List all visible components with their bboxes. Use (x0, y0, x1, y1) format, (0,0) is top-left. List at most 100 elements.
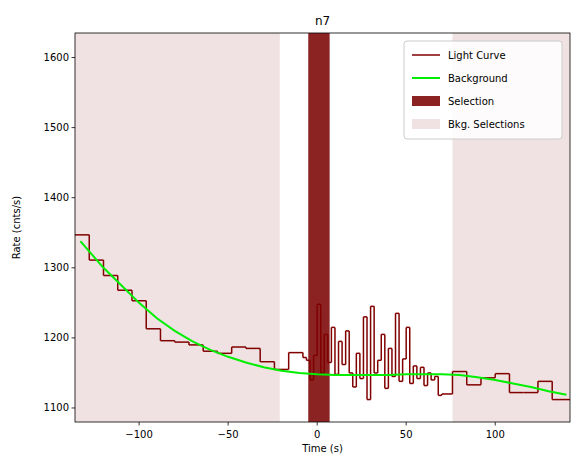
step-riser (480, 378, 482, 385)
step-riser (274, 362, 276, 370)
x-tick (139, 422, 140, 426)
legend-swatch (412, 77, 440, 79)
chart: −100 −50 0 50 100 1100 1200 1300 1400 1500 1600 n7 T… (0, 0, 580, 455)
step-riser (437, 376, 439, 395)
y-tick-label: 1400 (44, 192, 69, 203)
step-riser (423, 367, 425, 385)
step-segment (289, 352, 303, 354)
x-tick-label: −100 (125, 429, 152, 440)
step-segment (246, 348, 260, 350)
legend-swatch (412, 119, 440, 129)
x-tick-label: 50 (400, 429, 413, 440)
step-riser (370, 306, 372, 399)
legend-swatch (412, 54, 440, 56)
legend-box (404, 41, 562, 139)
step-segment (538, 381, 552, 383)
step-riser (338, 341, 340, 374)
legend-label: Light Curve (448, 50, 506, 61)
x-tick (495, 422, 496, 426)
step-segment (160, 340, 174, 342)
step-segment (438, 395, 442, 397)
step-riser (309, 360, 311, 380)
y-tick (72, 337, 76, 338)
step-riser (288, 353, 290, 370)
y-tick (72, 407, 76, 408)
step-riser (327, 334, 329, 362)
y-axis-label: Rate (cnts/s) (11, 196, 22, 260)
step-riser (537, 381, 539, 392)
step-riser (384, 334, 386, 388)
step-riser (405, 327, 407, 359)
selection-span (308, 33, 329, 422)
step-riser (331, 327, 333, 362)
step-riser (391, 348, 393, 376)
y-tick (72, 267, 76, 268)
step-segment (552, 399, 570, 401)
step-riser (420, 367, 422, 378)
step-segment (524, 392, 538, 394)
x-tick-label: 100 (486, 429, 505, 440)
step-segment (260, 361, 274, 363)
legend-label: Bkg. Selections (448, 119, 525, 130)
y-tick (72, 197, 76, 198)
step-riser (416, 366, 418, 379)
step-riser (341, 341, 343, 364)
y-tick (72, 127, 76, 128)
step-riser (313, 355, 315, 380)
step-riser (373, 306, 375, 373)
step-segment (232, 346, 246, 348)
step-segment (467, 384, 481, 386)
step-riser (551, 381, 553, 399)
step-segment (452, 371, 466, 373)
y-tick-label: 1200 (44, 332, 69, 343)
step-riser (466, 372, 468, 385)
step-riser (145, 301, 147, 329)
title: n7 (315, 14, 330, 28)
step-riser (381, 334, 383, 360)
step-riser (402, 359, 404, 381)
x-axis-label: Time (s) (301, 443, 343, 454)
step-segment (75, 234, 89, 236)
step-riser (324, 334, 326, 373)
step-riser (320, 304, 322, 373)
x-tick-label: 0 (314, 429, 320, 440)
y-tick-label: 1500 (44, 122, 69, 133)
step-riser (88, 235, 90, 260)
step-riser (259, 348, 261, 361)
x-tick (228, 422, 229, 426)
background-line (80, 241, 566, 394)
step-segment (132, 300, 146, 302)
step-riser (363, 317, 365, 379)
x-tick (317, 422, 318, 426)
step-riser (377, 360, 379, 373)
y-tick-label: 1100 (44, 402, 69, 413)
step-segment (175, 341, 189, 343)
x-tick (406, 422, 407, 426)
step-segment (442, 393, 453, 395)
step-riser (231, 347, 233, 353)
step-riser (348, 331, 350, 373)
legend-label: Selection (448, 96, 494, 107)
y-tick (72, 57, 76, 58)
step-riser (395, 313, 397, 376)
y-tick-label: 1300 (44, 262, 69, 273)
step-segment (509, 392, 523, 394)
step-riser (398, 313, 400, 381)
plot-frame (75, 33, 570, 422)
step-segment (146, 328, 160, 330)
x-tick-label: −50 (218, 429, 239, 440)
step-riser (345, 331, 347, 365)
legend: Light Curve Background Selection Bkg. Selec… (404, 41, 562, 139)
light-curve (75, 235, 570, 400)
y-tick-label: 1600 (44, 52, 69, 63)
step-riser (316, 304, 318, 355)
step-riser (160, 329, 162, 341)
legend-swatch (412, 96, 440, 106)
step-riser (356, 353, 358, 387)
plot-marks (75, 33, 570, 422)
step-riser (334, 327, 336, 374)
legend-label: Background (448, 73, 508, 84)
step-riser (366, 317, 368, 400)
step-segment (495, 373, 509, 375)
step-riser (388, 348, 390, 388)
